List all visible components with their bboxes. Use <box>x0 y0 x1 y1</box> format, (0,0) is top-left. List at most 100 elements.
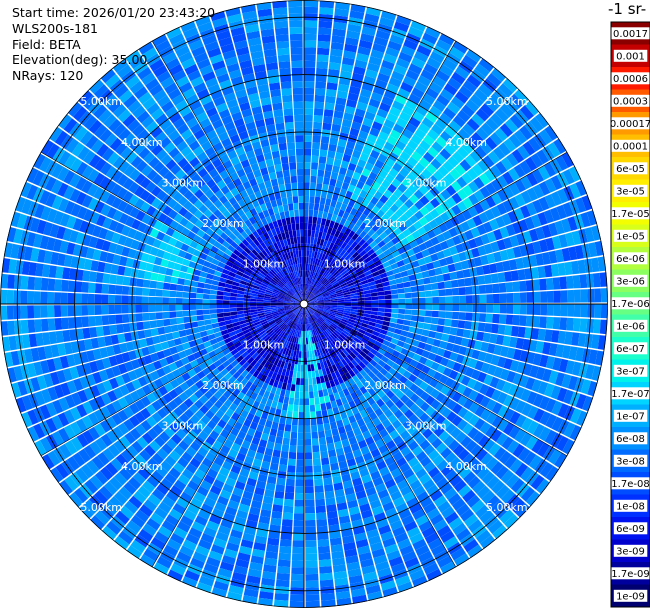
ray-gate <box>316 307 324 311</box>
ray-gate <box>406 350 416 359</box>
ray-gate <box>446 196 457 208</box>
ray-gate <box>175 375 185 385</box>
ray-gate <box>440 530 455 544</box>
ray-gate <box>565 360 575 375</box>
ray-gate <box>163 318 171 327</box>
ray-gate <box>309 295 315 300</box>
ray-gate <box>432 472 445 484</box>
ray-gate <box>344 105 356 115</box>
ray-gate <box>288 320 293 327</box>
ray-gate <box>597 335 607 350</box>
ray-gate <box>146 392 157 404</box>
ray-gate <box>206 372 215 381</box>
ray-gate <box>229 304 237 308</box>
ray-gate <box>63 424 76 440</box>
ray-gate <box>409 393 420 403</box>
ray-gate <box>244 354 252 362</box>
ray-gate <box>507 440 520 454</box>
ray-gate <box>181 372 191 382</box>
ray <box>4 304 304 368</box>
ray-gate <box>351 306 358 310</box>
ray-gate <box>310 411 316 419</box>
ray-gate <box>392 526 406 537</box>
ray-gate <box>372 344 381 352</box>
ray-gate <box>375 248 383 256</box>
ray-gate <box>134 411 146 424</box>
ray-gate <box>357 46 371 56</box>
ray-gate <box>258 597 273 607</box>
ray <box>273 304 304 608</box>
ray-gate <box>330 228 337 236</box>
ray-gate <box>394 94 408 105</box>
ray-gate <box>287 341 292 349</box>
ray-gate <box>513 207 525 221</box>
ray-gate <box>217 495 229 506</box>
ray-gate <box>220 344 228 352</box>
ray-gate <box>348 85 361 95</box>
ray-gate <box>30 247 40 262</box>
ray-gate <box>60 305 68 317</box>
ray-gate <box>370 334 379 341</box>
ray-gate <box>359 213 368 222</box>
ray-gate <box>500 157 513 171</box>
ray-gate <box>522 338 531 351</box>
ray-gate <box>580 212 591 228</box>
ray-gate <box>389 429 400 440</box>
ray-gate <box>223 287 232 293</box>
ray-gate <box>408 93 422 105</box>
ray-gate <box>454 336 463 346</box>
ray-gate <box>194 263 203 271</box>
ray-gate <box>324 490 335 499</box>
ray-gate <box>346 140 356 150</box>
ray-gate <box>409 569 425 581</box>
ray-gate <box>85 247 95 260</box>
ray-gate <box>400 394 410 404</box>
ray-gate <box>322 270 328 277</box>
ray-gate <box>421 329 430 337</box>
ray-gate <box>329 379 336 388</box>
ray-gate <box>497 405 509 418</box>
ray-gate <box>327 75 339 84</box>
ray-gate <box>317 267 323 274</box>
ray-gate <box>390 262 399 270</box>
ray-gate <box>485 284 493 294</box>
ray-gate <box>324 301 331 303</box>
ray-gate <box>171 247 181 256</box>
ray-gate <box>550 263 560 277</box>
ray-gate <box>411 260 420 268</box>
ray-gate <box>168 389 179 400</box>
ray-gate <box>423 502 437 514</box>
ray-gate <box>99 485 113 500</box>
ray-gate <box>236 374 245 383</box>
ray-gate <box>95 272 104 283</box>
ray-gate <box>337 335 345 342</box>
ray-gate <box>344 296 351 300</box>
ray-gate <box>334 329 341 336</box>
ray-gate <box>412 110 425 123</box>
ray-gate <box>265 289 273 294</box>
ray-gate <box>314 101 325 110</box>
ray-gate <box>193 332 202 340</box>
ray-gate <box>414 200 425 210</box>
ray-gate <box>352 367 360 375</box>
ray-gate <box>264 335 271 343</box>
ray-gate <box>495 334 505 346</box>
ray-gate <box>382 537 396 548</box>
ray <box>126 304 304 559</box>
ray-gate <box>337 404 346 413</box>
ray-gate <box>158 385 168 396</box>
ray-gate <box>438 33 455 46</box>
ray-gate <box>186 267 195 275</box>
ray-gate <box>415 145 427 157</box>
ray-gate <box>89 361 99 373</box>
ray-gate <box>47 386 58 401</box>
ray-gate <box>402 419 413 430</box>
ray-gate <box>315 404 321 412</box>
ray-gate <box>137 467 151 480</box>
ray-gate <box>129 458 142 472</box>
ray-gate <box>346 323 354 329</box>
ray-gate <box>418 291 426 298</box>
ray-gate <box>271 511 283 519</box>
ray-gate <box>393 409 404 419</box>
ray-gate <box>377 347 386 356</box>
